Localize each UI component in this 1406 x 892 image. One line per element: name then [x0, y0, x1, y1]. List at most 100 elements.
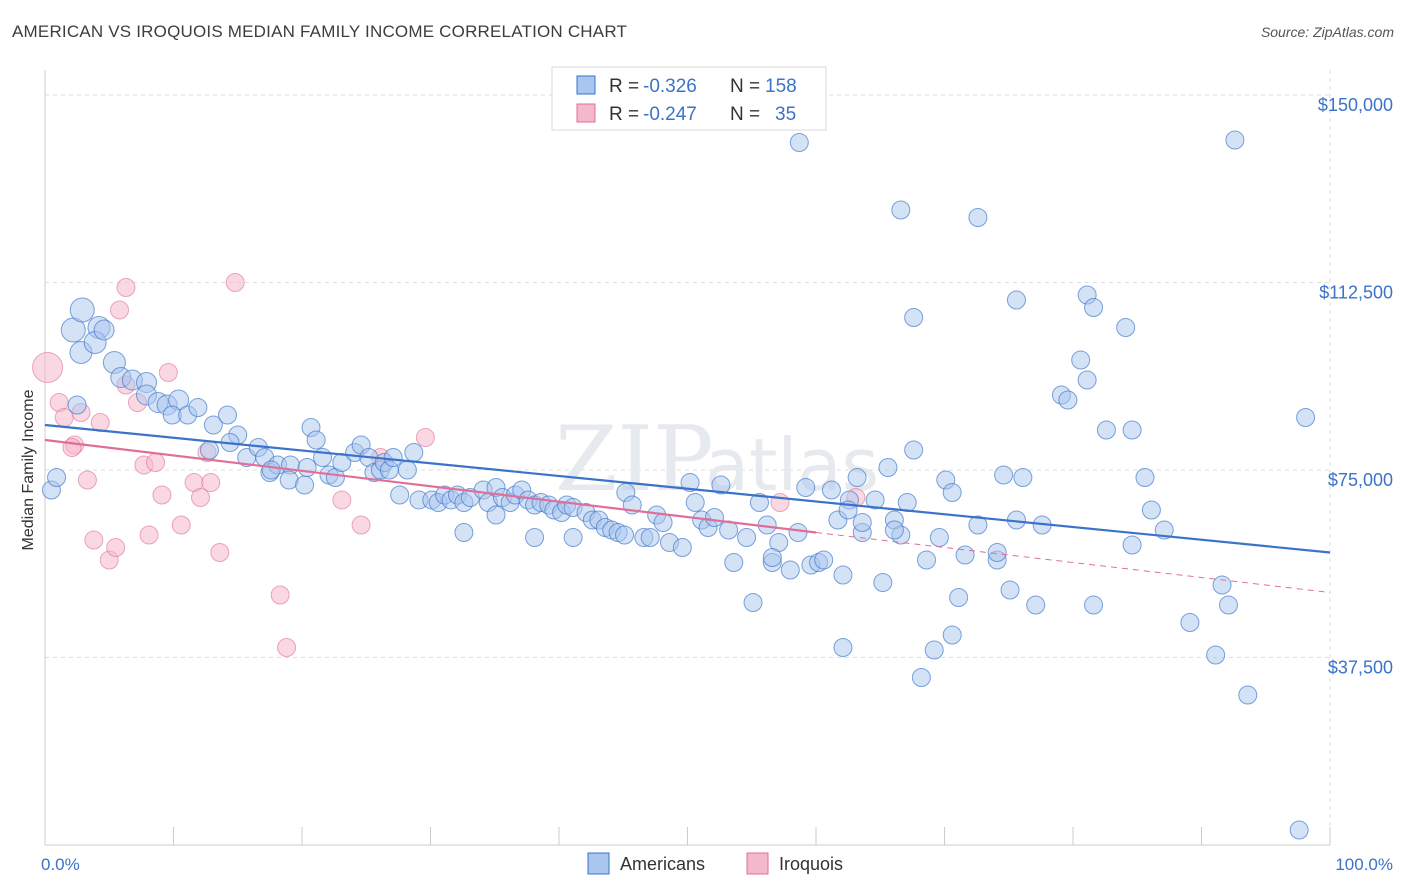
americans-point-1	[47, 468, 67, 487]
americans-point-134	[968, 515, 988, 535]
americans-point-146	[942, 625, 962, 645]
americans-point-172	[1289, 820, 1309, 840]
iroquois-point-28	[332, 490, 352, 510]
stats-legend: R = -0.326 N = 158 R = -0.247 N = 35	[551, 66, 827, 131]
americans-point-103	[743, 593, 763, 612]
americans-point-49	[390, 485, 410, 505]
legend-iroquois-label: Iroquois	[779, 854, 843, 874]
americans-swatch	[576, 75, 596, 95]
americans-point-166	[1225, 130, 1245, 150]
iroquois-point-21	[190, 488, 210, 507]
americans-point-142	[968, 208, 988, 227]
americans-point-108	[780, 560, 800, 580]
iroquois-n-label: N =	[730, 104, 760, 125]
americans-point-143	[904, 308, 924, 327]
americans-point-156	[1141, 500, 1161, 520]
americans-point-5	[69, 297, 95, 323]
iroquois-point-9	[106, 538, 126, 557]
americans-point-137	[1000, 580, 1020, 600]
americans-point-169	[1084, 298, 1104, 317]
americans-point-113	[814, 550, 834, 570]
americans-point-155	[1135, 468, 1155, 487]
americans-point-175	[884, 520, 904, 540]
americans-point-109	[788, 523, 808, 542]
americans-point-163	[1296, 408, 1316, 427]
y-tick-label-2: $112,500	[1319, 283, 1393, 303]
legend-americans-label: Americans	[620, 854, 705, 874]
americans-point-120	[852, 513, 872, 532]
y-axis-label: Median Family Income	[20, 389, 37, 550]
americans-point-93	[672, 538, 692, 557]
iroquois-point-6	[84, 530, 104, 550]
americans-point-3	[67, 395, 87, 415]
americans-point-123	[878, 458, 898, 477]
y-tick-label-3: $150,000	[1318, 95, 1393, 115]
legend-americans-swatch	[587, 852, 610, 875]
americans-point-174	[1058, 390, 1078, 410]
americans-point-48	[383, 448, 403, 467]
americans-n-value: 158	[765, 76, 797, 97]
iroquois-point-26	[270, 585, 290, 605]
americans-point-19	[188, 398, 208, 417]
iroquois-swatch	[576, 103, 596, 123]
series-legend: Americans Iroquois	[587, 852, 843, 875]
americans-point-148	[924, 640, 944, 660]
americans-point-51	[404, 443, 424, 462]
iroquois-point-25	[225, 273, 245, 292]
americans-point-176	[987, 543, 1007, 562]
americans-point-99	[711, 475, 731, 495]
iroquois-point-11	[116, 278, 136, 297]
americans-point-33	[295, 475, 315, 495]
americans-point-165	[1122, 535, 1142, 555]
americans-point-91	[653, 513, 673, 532]
americans-point-153	[1077, 370, 1097, 390]
americans-point-157	[1154, 520, 1174, 540]
iroquois-point-34	[62, 438, 82, 457]
americans-point-132	[949, 588, 969, 607]
americans-point-139	[1013, 468, 1033, 487]
americans-point-30	[261, 460, 281, 480]
iroquois-trend-line	[44, 438, 817, 534]
americans-point-78	[525, 528, 545, 547]
americans-point-131	[942, 483, 962, 502]
americans-point-116	[833, 565, 853, 585]
americans-point-164	[1084, 595, 1104, 615]
americans-point-89	[640, 528, 660, 547]
americans-point-160	[1218, 595, 1238, 615]
americans-point-104	[749, 493, 769, 512]
iroquois-point-19	[171, 515, 191, 535]
americans-point-145	[891, 200, 911, 220]
americans-point-119	[847, 468, 867, 487]
americans-r-value: -0.326	[643, 76, 697, 97]
americans-point-60	[454, 523, 474, 542]
americans-point-170	[1116, 318, 1136, 337]
americans-point-114	[821, 480, 841, 500]
americans-point-126	[897, 493, 917, 512]
iroquois-point-27	[277, 638, 297, 657]
americans-points	[41, 130, 1316, 840]
americans-point-158	[1180, 613, 1200, 632]
iroquois-point-23	[201, 473, 221, 492]
americans-point-140	[1026, 595, 1046, 615]
americans-point-167	[1006, 290, 1026, 310]
americans-point-122	[873, 573, 893, 592]
americans-point-128	[917, 550, 937, 570]
iroquois-point-0	[32, 352, 64, 383]
stats-legend-box	[551, 66, 827, 131]
iroquois-point-10	[110, 300, 130, 320]
iroquois-point-18	[158, 363, 178, 382]
iroquois-n-value: 35	[775, 104, 796, 125]
americans-point-159	[1206, 645, 1226, 665]
x-tick-labels: 0.0% 100.0%	[41, 855, 1393, 874]
iroquois-r-label: R =	[609, 104, 639, 125]
americans-point-149	[833, 638, 853, 657]
iroquois-point-31	[415, 428, 435, 447]
axes	[44, 70, 1331, 846]
iroquois-trend-extension	[815, 532, 1331, 593]
americans-point-129	[929, 528, 949, 547]
iroquois-point-15	[139, 525, 159, 545]
americans-point-21	[217, 405, 237, 425]
chart-source: Source: ZipAtlas.com	[1260, 24, 1394, 40]
americans-point-121	[865, 490, 885, 510]
